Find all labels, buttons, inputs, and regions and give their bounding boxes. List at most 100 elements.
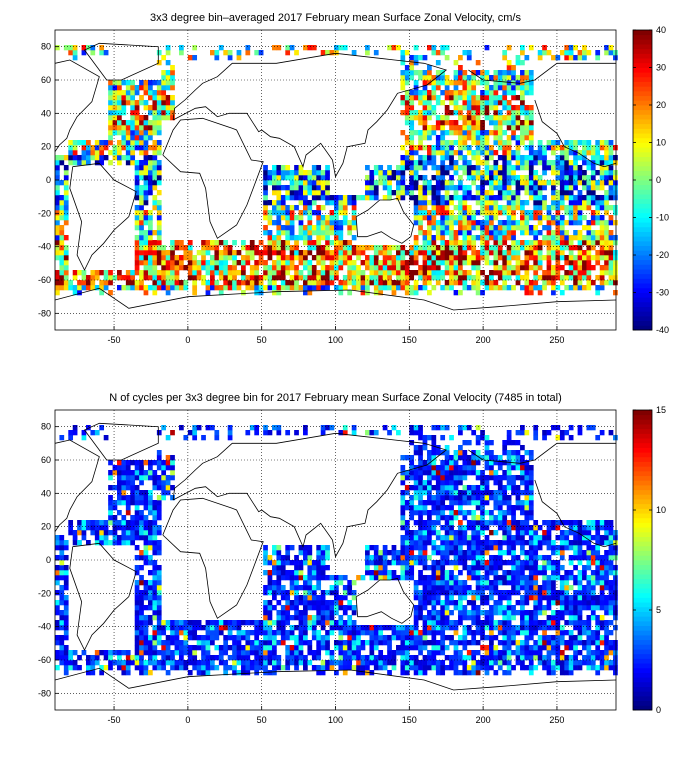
grid-cell: [130, 130, 136, 136]
grid-cell: [427, 95, 432, 101]
grid-cell: [232, 620, 237, 626]
grid-cell: [466, 455, 472, 461]
grid-cell: [117, 285, 122, 291]
grid-cell: [139, 140, 144, 146]
grid-cell: [599, 140, 605, 146]
grid-cell: [121, 90, 127, 96]
grid-cell: [449, 230, 454, 236]
grid-cell: [435, 275, 441, 281]
grid-cell: [134, 125, 140, 131]
colorbar-step: [633, 156, 652, 162]
grid-cell: [139, 620, 144, 626]
grid-cell: [121, 535, 127, 541]
colorbar-step: [633, 217, 652, 223]
grid-cell: [320, 565, 326, 571]
grid-cell: [475, 565, 481, 571]
grid-cell: [249, 265, 255, 271]
grid-cell: [440, 615, 446, 621]
grid-cell: [320, 265, 326, 271]
grid-cell: [466, 130, 472, 136]
grid-cell: [453, 270, 459, 276]
grid-cell: [391, 555, 397, 561]
grid-cell: [90, 525, 96, 531]
grid-cell: [422, 275, 428, 281]
grid-cell: [431, 440, 437, 446]
colorbar-step: [633, 119, 652, 125]
grid-cell: [484, 85, 490, 91]
grid-cell: [413, 255, 419, 261]
grid-cell: [369, 270, 375, 276]
grid-cell: [108, 280, 113, 286]
grid-cell: [409, 260, 415, 266]
grid-cell: [316, 225, 322, 231]
grid-cell: [382, 565, 388, 571]
grid-cell: [608, 195, 614, 201]
grid-cell: [497, 205, 503, 211]
grid-cell: [422, 100, 428, 106]
grid-cell: [298, 255, 304, 261]
grid-cell: [422, 580, 428, 586]
grid-cell: [311, 275, 317, 281]
grid-cell: [112, 85, 118, 91]
grid-cell: [418, 245, 423, 251]
grid-cell: [174, 260, 180, 266]
grid-cell: [396, 275, 401, 281]
grid-cell: [506, 185, 512, 191]
grid-cell: [542, 285, 547, 291]
grid-cell: [152, 205, 158, 211]
grid-cell: [431, 575, 437, 581]
grid-cell: [435, 50, 441, 56]
grid-cell: [280, 225, 286, 231]
grid-cell: [369, 655, 375, 661]
grid-cell: [263, 570, 268, 576]
grid-cell: [338, 645, 344, 651]
grid-cell: [462, 105, 468, 111]
grid-cell: [320, 625, 326, 631]
grid-cell: [480, 595, 485, 601]
grid-cell: [537, 175, 543, 181]
grid-cell: [440, 570, 446, 576]
grid-cell: [506, 65, 512, 71]
grid-cell: [378, 565, 384, 571]
grid-cell: [564, 55, 570, 61]
grid-cell: [520, 175, 525, 181]
grid-cell: [316, 595, 322, 601]
grid-cell: [440, 665, 446, 671]
grid-cell: [263, 230, 268, 236]
grid-cell: [524, 75, 530, 81]
grid-cell: [458, 165, 463, 171]
grid-cell: [502, 55, 508, 61]
grid-cell: [382, 275, 388, 281]
colorbar-step: [633, 81, 652, 87]
grid-cell: [475, 450, 481, 456]
grid-cell: [480, 140, 485, 146]
grid-cell: [311, 270, 317, 276]
grid-cell: [156, 125, 162, 131]
grid-cell: [604, 195, 609, 201]
grid-cell: [351, 280, 357, 286]
grid-cell: [559, 290, 565, 296]
grid-cell: [218, 255, 224, 261]
grid-cell: [608, 250, 614, 256]
grid-cell: [134, 615, 140, 621]
grid-cell: [311, 620, 317, 626]
grid-cell: [559, 265, 565, 271]
grid-cell: [121, 490, 127, 496]
grid-cell: [241, 240, 246, 246]
grid-cell: [537, 55, 543, 61]
grid-cell: [422, 545, 428, 551]
grid-cell: [418, 590, 423, 596]
grid-cell: [254, 655, 260, 661]
grid-cell: [524, 230, 530, 236]
grid-cell: [81, 140, 87, 146]
grid-cell: [59, 275, 65, 281]
grid-cell: [369, 635, 375, 641]
grid-cell: [449, 655, 454, 661]
grid-cell: [418, 575, 423, 581]
grid-cell: [613, 250, 618, 256]
grid-cell: [396, 560, 401, 566]
grid-cell: [325, 265, 330, 271]
grid-cell: [484, 170, 490, 176]
grid-cell: [599, 285, 605, 291]
grid-cell: [289, 175, 295, 181]
